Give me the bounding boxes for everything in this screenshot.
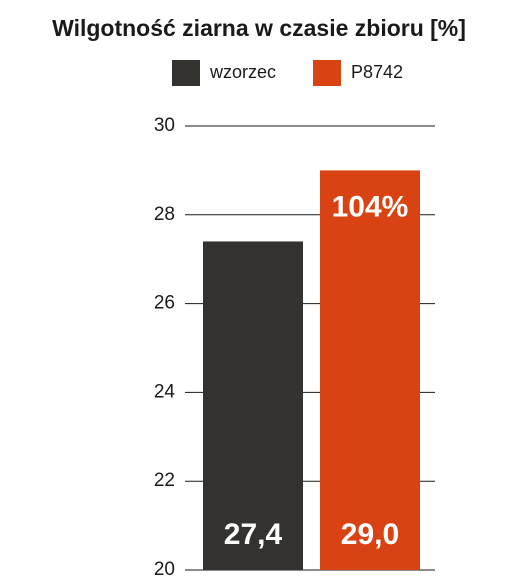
bar <box>203 241 303 570</box>
chart-title: Wilgotność ziarna w czasie zbioru [%] <box>52 15 466 41</box>
y-tick-label: 26 <box>154 293 175 314</box>
y-tick-label: 28 <box>154 204 175 225</box>
value-label: 27,4 <box>224 518 283 551</box>
y-tick-label: 20 <box>154 559 175 577</box>
value-label: 29,0 <box>341 518 399 551</box>
legend-label: wzorzec <box>209 62 276 82</box>
bar <box>320 170 420 570</box>
legend-swatch <box>172 60 200 86</box>
annotation: 104% <box>332 190 409 223</box>
legend-swatch <box>313 60 341 86</box>
legend-label: P8742 <box>351 62 403 82</box>
y-tick-label: 22 <box>154 470 175 491</box>
y-tick-label: 24 <box>154 381 176 402</box>
y-tick-label: 30 <box>154 115 175 136</box>
